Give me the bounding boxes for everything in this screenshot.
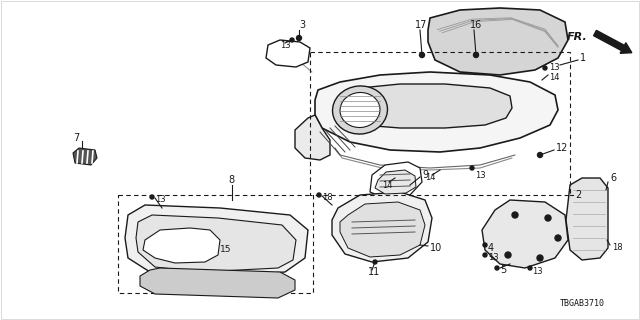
- Text: 16: 16: [470, 20, 483, 30]
- Polygon shape: [352, 84, 512, 128]
- FancyArrow shape: [593, 30, 632, 53]
- Text: 14: 14: [549, 74, 559, 83]
- Bar: [118, 195, 313, 293]
- Polygon shape: [482, 200, 568, 268]
- Text: 4: 4: [488, 243, 494, 253]
- Circle shape: [495, 266, 499, 270]
- Polygon shape: [315, 72, 558, 152]
- Text: 7: 7: [73, 133, 79, 143]
- Circle shape: [373, 260, 377, 264]
- Circle shape: [290, 38, 294, 42]
- Polygon shape: [295, 115, 330, 160]
- Polygon shape: [370, 162, 422, 198]
- Circle shape: [505, 252, 511, 258]
- Text: 8: 8: [228, 175, 234, 185]
- Circle shape: [419, 52, 424, 58]
- Text: 13: 13: [280, 41, 291, 50]
- Text: 1: 1: [580, 53, 586, 63]
- Text: FR.: FR.: [567, 32, 588, 42]
- Text: 13: 13: [488, 253, 499, 262]
- Polygon shape: [136, 215, 296, 272]
- Text: 3: 3: [299, 20, 305, 30]
- Circle shape: [512, 212, 518, 218]
- Circle shape: [555, 235, 561, 241]
- Text: 12: 12: [556, 143, 568, 153]
- Ellipse shape: [340, 92, 380, 128]
- Text: 11: 11: [368, 267, 380, 277]
- Polygon shape: [566, 178, 608, 260]
- Polygon shape: [266, 40, 310, 67]
- Polygon shape: [428, 8, 568, 75]
- Circle shape: [474, 52, 479, 58]
- Text: 13: 13: [475, 171, 486, 180]
- Text: 13: 13: [532, 268, 543, 276]
- Circle shape: [296, 36, 301, 41]
- Text: 10: 10: [430, 243, 442, 253]
- Circle shape: [483, 243, 487, 247]
- Polygon shape: [140, 268, 295, 298]
- Text: 18: 18: [322, 194, 333, 203]
- Polygon shape: [375, 170, 416, 194]
- Text: 9: 9: [422, 170, 428, 180]
- Text: 13: 13: [549, 63, 559, 73]
- Circle shape: [528, 266, 532, 270]
- Circle shape: [543, 66, 547, 70]
- Text: 14: 14: [382, 180, 392, 189]
- Text: 6: 6: [610, 173, 616, 183]
- Ellipse shape: [333, 86, 387, 134]
- Text: 13: 13: [155, 196, 166, 204]
- Text: 5: 5: [500, 265, 506, 275]
- Bar: [310, 52, 570, 195]
- Polygon shape: [143, 228, 220, 263]
- Text: TBGAB3710: TBGAB3710: [560, 299, 605, 308]
- Text: 17: 17: [415, 20, 428, 30]
- Text: 14: 14: [425, 173, 435, 182]
- Circle shape: [483, 253, 487, 257]
- Polygon shape: [332, 192, 432, 262]
- Text: 18: 18: [612, 244, 623, 252]
- Circle shape: [150, 195, 154, 199]
- Text: 2: 2: [575, 190, 581, 200]
- Polygon shape: [340, 202, 425, 257]
- Polygon shape: [125, 205, 308, 278]
- Circle shape: [537, 255, 543, 261]
- Polygon shape: [73, 148, 97, 165]
- Text: 15: 15: [220, 245, 232, 254]
- Circle shape: [470, 166, 474, 170]
- Circle shape: [538, 153, 543, 157]
- Circle shape: [317, 193, 321, 197]
- Circle shape: [545, 215, 551, 221]
